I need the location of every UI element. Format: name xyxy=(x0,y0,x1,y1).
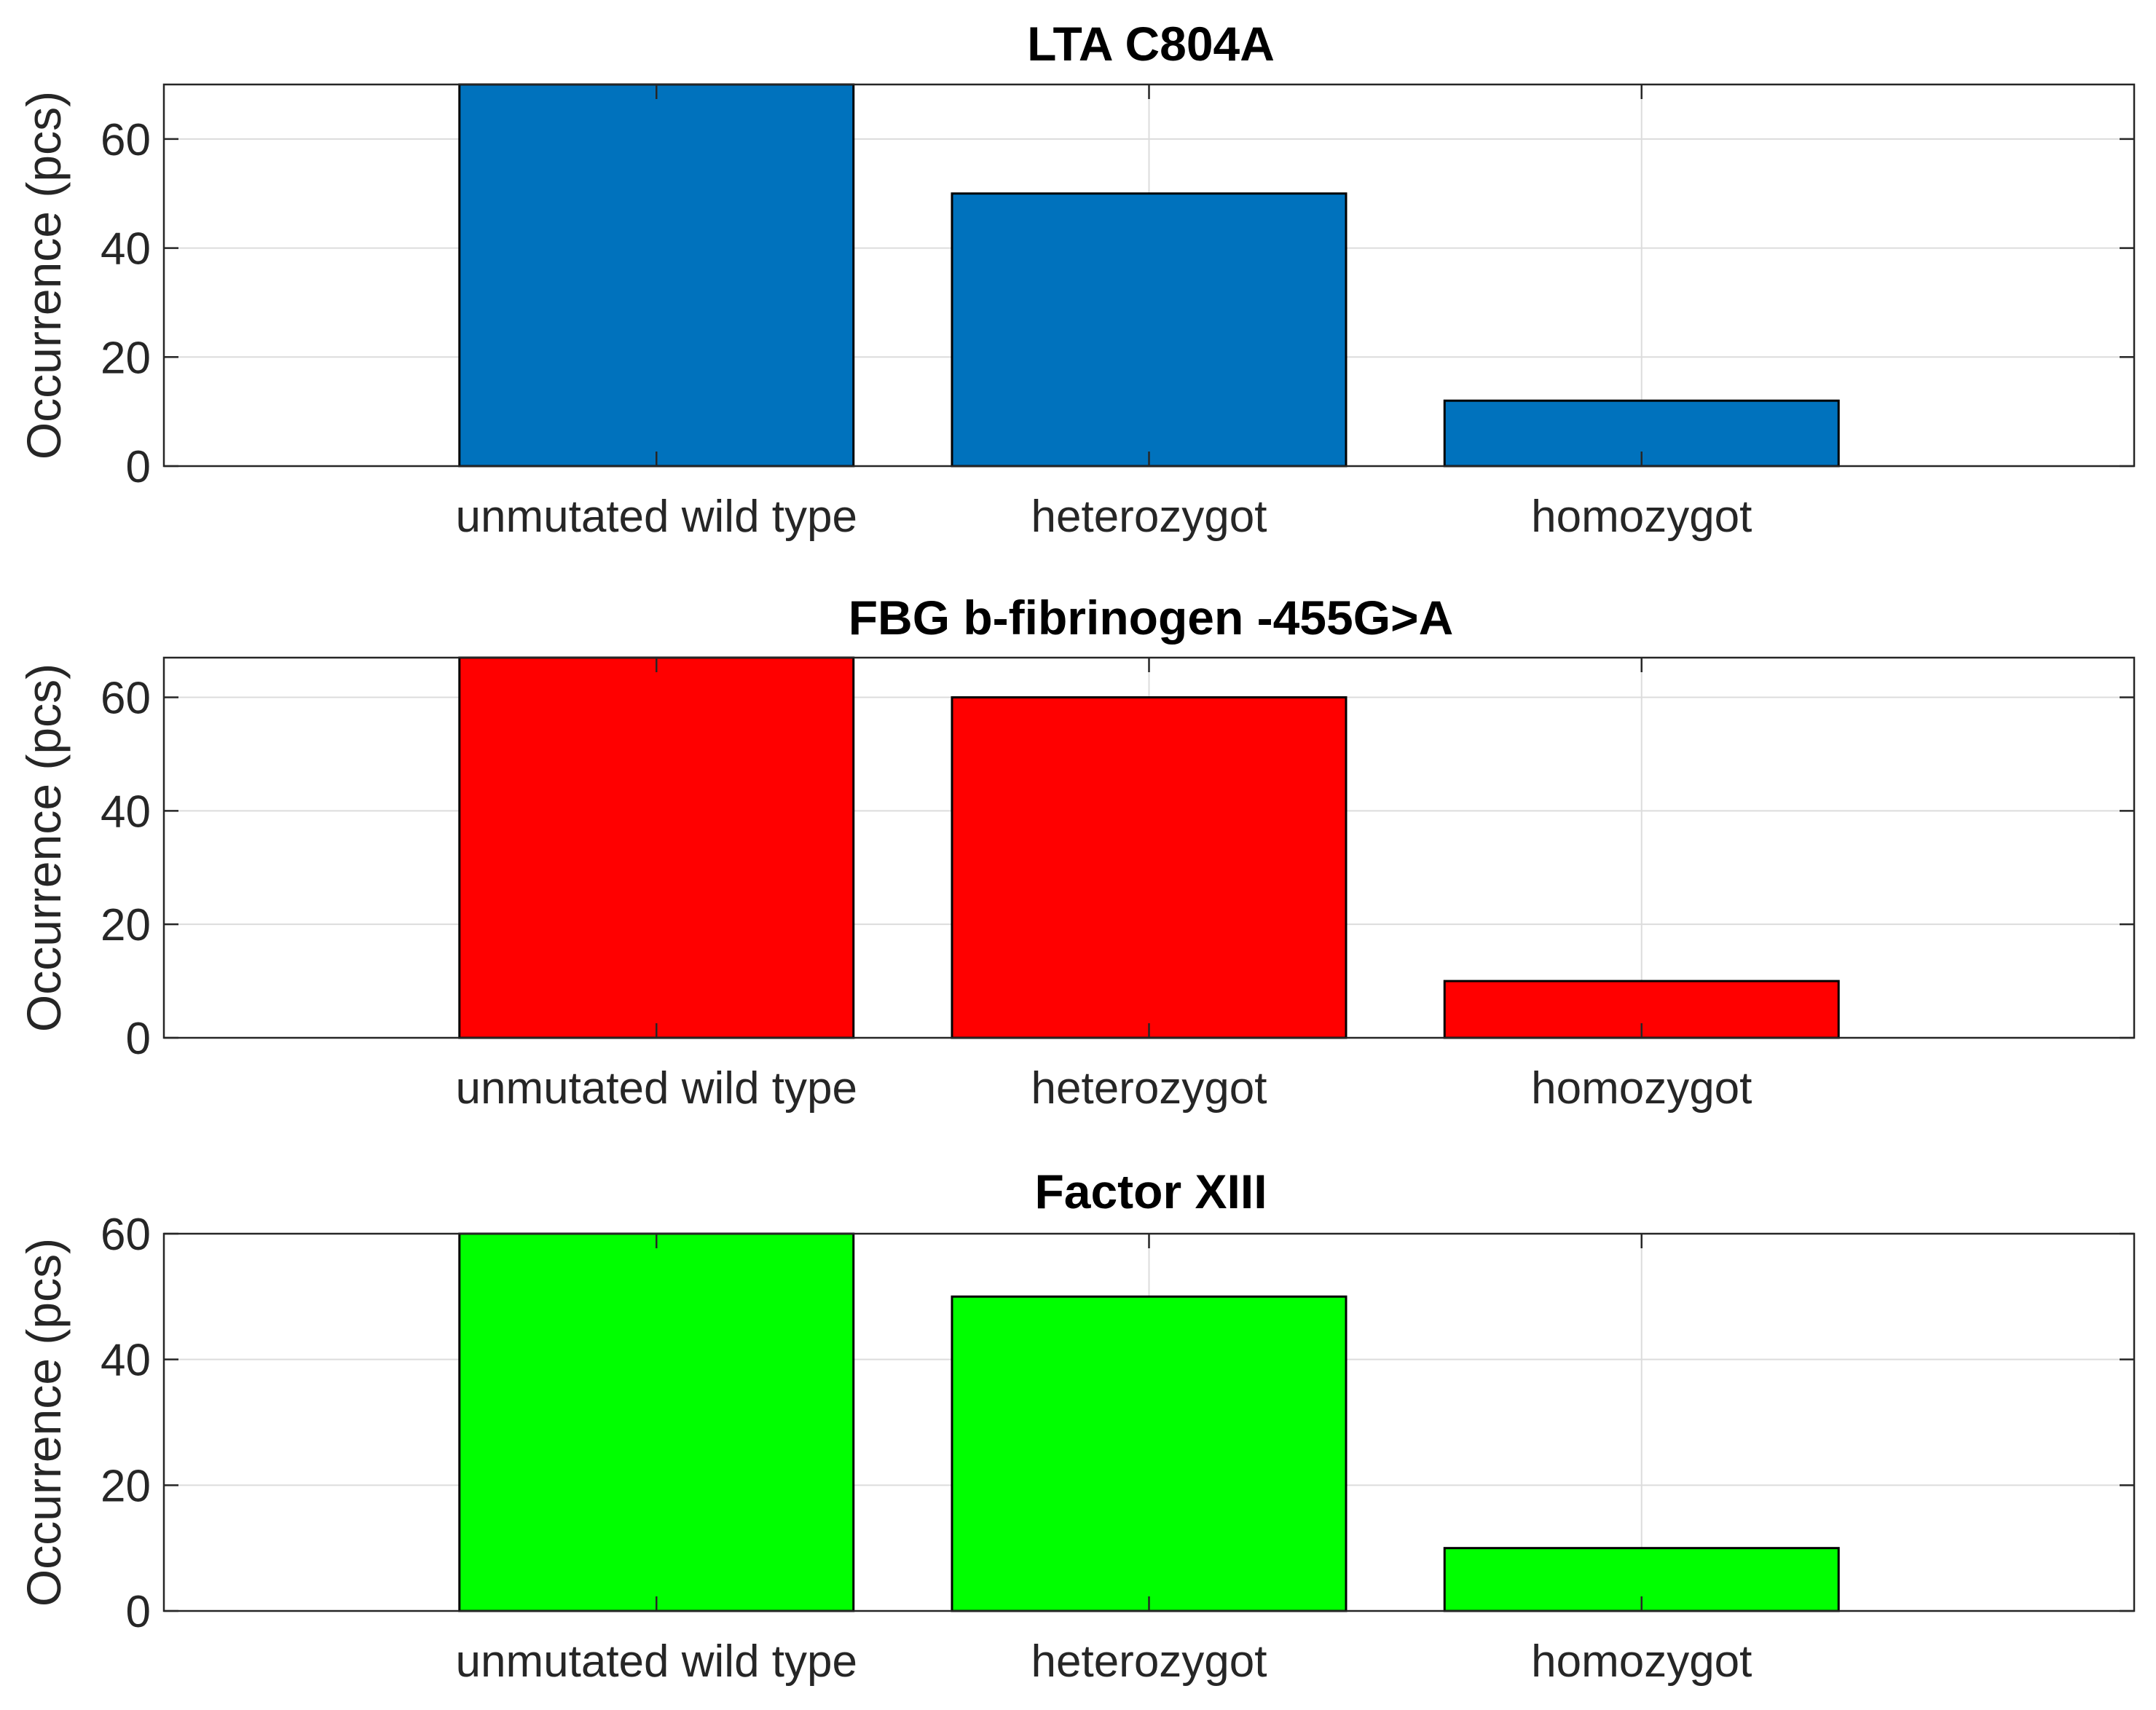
y-axis-label: Occurrence (pcs) xyxy=(17,663,71,1032)
bar-unmutated-wild-type xyxy=(458,656,855,1039)
y-axis-label: Occurrence (pcs) xyxy=(17,91,71,460)
y-axis-label: Occurrence (pcs) xyxy=(17,1238,71,1607)
bar-unmutated-wild-type xyxy=(458,83,855,468)
x-tick-label: homozygot xyxy=(1531,492,1752,542)
x-tick-label: heterozygot xyxy=(1031,1636,1267,1687)
x-tick-label: homozygot xyxy=(1531,1636,1752,1687)
x-tick-label: heterozygot xyxy=(1031,492,1267,542)
y-tick-label: 20 xyxy=(101,333,151,383)
y-tick-label: 0 xyxy=(126,442,151,492)
y-tick-label: 60 xyxy=(101,674,151,724)
chart-title: Factor XIII xyxy=(1034,1165,1267,1218)
subplot-3: 0 20 40 60 unmutated wild type heterozygot hom… xyxy=(17,1165,2136,1687)
chart-title: FBG b-fibrinogen -455G>A xyxy=(849,591,1454,645)
bar-heterozygot xyxy=(951,1295,1348,1612)
x-tick-label: homozygot xyxy=(1531,1063,1752,1114)
y-tick-label: 40 xyxy=(101,1336,151,1386)
y-tick-label: 40 xyxy=(101,224,151,275)
x-tick-label: unmutated wild type xyxy=(456,1063,857,1114)
y-tick-label: 0 xyxy=(126,1587,151,1637)
subplot-1: 0 20 40 60 unmutated wild type heterozygot hom… xyxy=(17,17,2136,542)
chart-title: LTA C804A xyxy=(1027,17,1275,71)
bar-heterozygot xyxy=(951,696,1348,1039)
y-tick-label: 20 xyxy=(101,1461,151,1511)
y-tick-label: 40 xyxy=(101,787,151,837)
y-tick-label: 60 xyxy=(101,115,151,165)
x-tick-label: unmutated wild type xyxy=(456,492,857,542)
x-tick-label: unmutated wild type xyxy=(456,1636,857,1687)
subplot-2: 0 20 40 60 unmutated wild type heterozygot hom… xyxy=(17,591,2136,1114)
y-tick-label: 60 xyxy=(101,1210,151,1260)
bar-unmutated-wild-type xyxy=(458,1232,855,1612)
x-tick-label: heterozygot xyxy=(1031,1063,1267,1114)
y-tick-label: 0 xyxy=(126,1014,151,1064)
y-tick-label: 20 xyxy=(101,900,151,950)
bar-heterozygot xyxy=(951,192,1348,468)
